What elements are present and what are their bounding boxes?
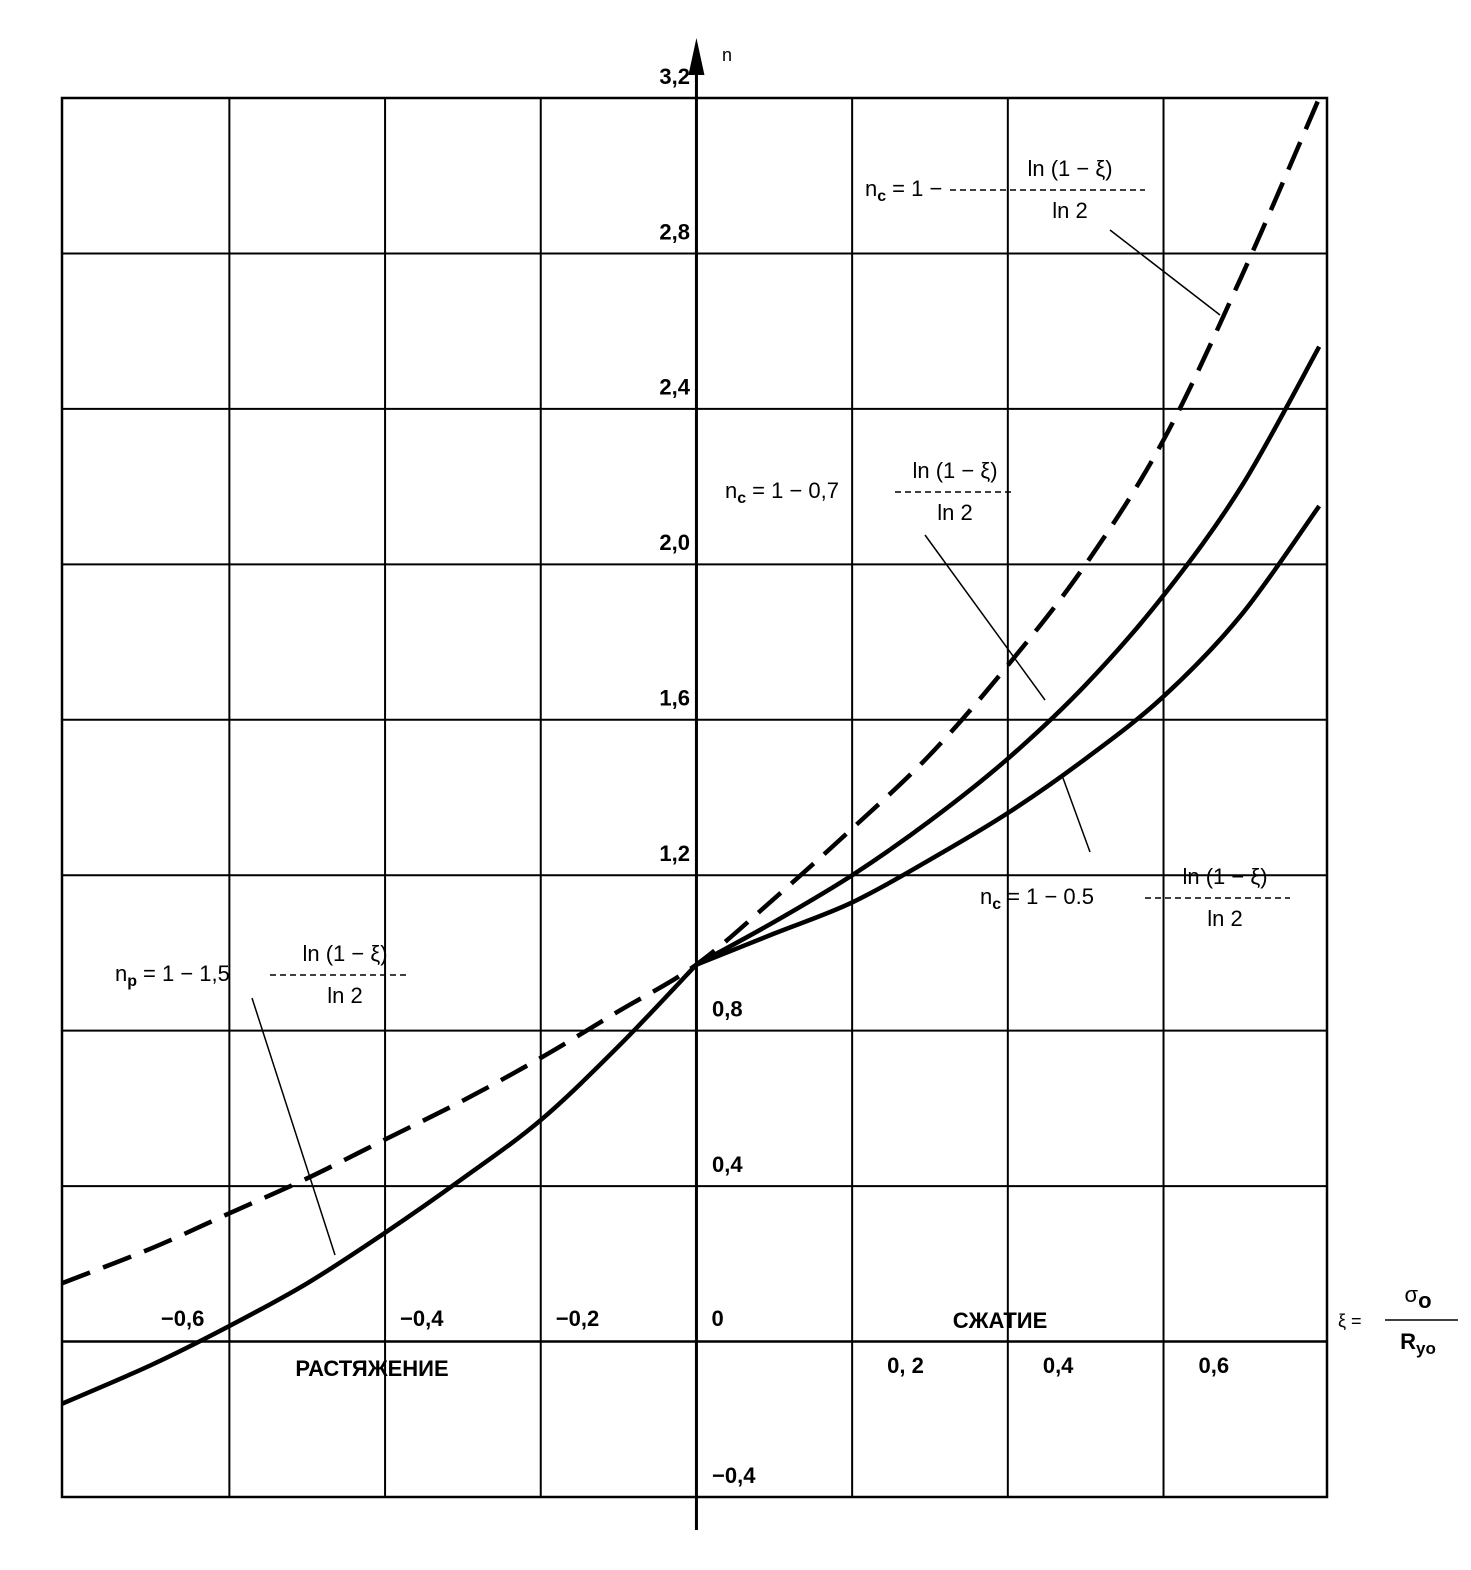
formula-numerator: ln (1 − ξ) [912,458,997,483]
region-label: РАСТЯЖЕНИЕ [295,1356,448,1381]
formula-sub: p [127,973,137,990]
y-tick-label: 3,2 [659,64,690,89]
region-label: СЖАТИЕ [953,1308,1048,1333]
leader-line [924,534,1046,701]
formula-sub: c [992,896,1001,913]
y-tick-label: −0,4 [712,1463,756,1488]
y-tick-label: 0,4 [712,1152,743,1177]
leader-line [1062,777,1091,853]
formula-eq: = 1 − 0,7 [752,478,839,503]
y-tick-label: 1,6 [659,686,690,711]
formula-denominator: ln 2 [1207,906,1242,931]
formula-sub: c [737,490,746,507]
x-tick-label: 0,6 [1199,1353,1230,1378]
y-tick-label: 2,0 [659,530,690,555]
x-tick-label: −0,2 [556,1306,599,1331]
formula-n: n [725,478,737,503]
y-axis-arrow [688,38,705,75]
curve [695,504,1322,967]
x-axis-label-den-main: R [1400,1329,1416,1354]
x-tick-label: 0 [711,1306,723,1331]
formula-n: n [865,176,877,201]
formula-numerator: ln (1 − ξ) [1182,864,1267,889]
curve [695,345,1322,967]
x-axis-label-num: σo [1404,1282,1431,1313]
x-tick-label: −0,6 [161,1306,204,1331]
leader-line [251,997,336,1256]
y-tick-label: 0,8 [712,996,743,1021]
formula-denominator: ln 2 [1052,198,1087,223]
leader-line [1109,229,1221,316]
x-tick-label: 0, 2 [887,1353,924,1378]
formula-eq: = 1 − 1,5 [143,961,230,986]
formula-lhs: nc = 1 − [865,176,942,205]
plot-frame [60,96,1329,1499]
x-axis-label-num-sub: o [1418,1288,1431,1313]
formula-n: n [115,961,127,986]
formula-eq: = 1 − [892,176,942,201]
formula-eq: = 1 − 0.5 [1007,884,1094,909]
y-tick-label: 2,4 [659,375,690,400]
formula-numerator: ln (1 − ξ) [1027,156,1112,181]
x-axis-label-lhs: ξ = [1338,1311,1362,1331]
x-axis-label-den-sub: yo [1416,1339,1436,1358]
curve [61,97,1322,1286]
y-tick-label: 2,8 [659,219,690,244]
curve [61,963,699,1406]
x-axis-label-num-main: σ [1404,1282,1418,1307]
y-tick-label: 1,2 [659,841,690,866]
formula-denominator: ln 2 [327,983,362,1008]
formula-lhs: np = 1 − 1,5 [115,961,230,990]
formula-lhs: nc = 1 − 0,7 [725,478,839,507]
formula-lhs: nc = 1 − 0.5 [980,884,1094,913]
x-axis-label-den: Ryo [1400,1329,1436,1359]
formula-denominator: ln 2 [937,500,972,525]
x-tick-label: −0,4 [400,1306,444,1331]
formula-n: n [980,884,992,909]
y-axis-label: n [722,45,732,65]
x-tick-label: 0,4 [1043,1353,1074,1378]
formula-sub: c [877,188,886,205]
formula-numerator: ln (1 − ξ) [302,941,387,966]
